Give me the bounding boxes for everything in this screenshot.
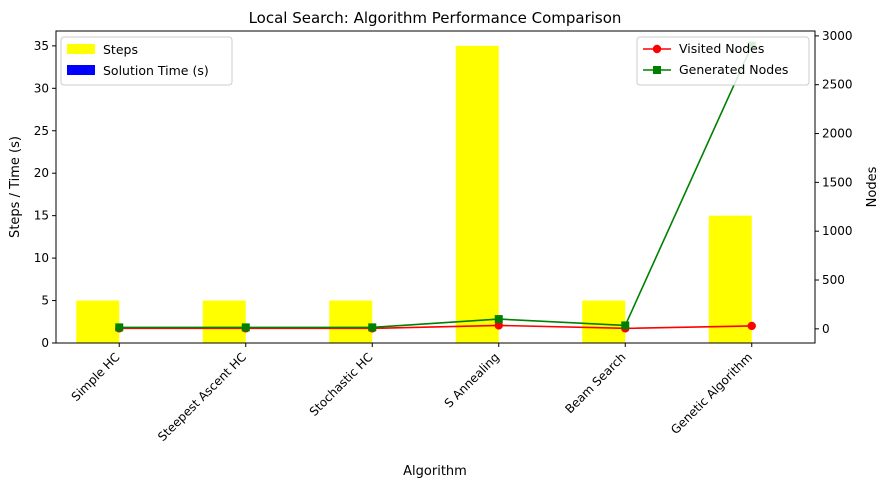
x-tick-label: Beam Search [562,350,628,416]
chart-title: Local Search: Algorithm Performance Comp… [249,9,622,27]
point-visited-nodes-5 [747,321,756,331]
y-tick-label-right: 2500 [822,78,853,92]
y-tick-label-left: 20 [34,166,49,180]
y-tick-label-left: 15 [34,209,49,223]
x-tick-label: Steepest Ascent HC [155,350,249,444]
legend-label: Solution Time (s) [103,63,209,78]
x-tick-label: Genetic Algorithm [668,350,755,437]
bar-steps-2 [329,300,373,343]
legend-right-box [636,36,810,86]
point-generated-nodes-3 [494,315,503,324]
y-tick-label-right: 3000 [822,29,853,43]
y-tick-label-left: 30 [34,81,49,95]
point-generated-nodes-1 [241,323,250,332]
y-tick-label-right: 1000 [822,224,853,238]
y-tick-label-left: 0 [41,336,49,350]
legend-label: Visited Nodes [679,41,764,56]
legend-swatch-1 [67,65,95,75]
point-generated-nodes-4 [621,321,630,330]
y-axis-label-right: Nodes [865,166,880,207]
legend-marker-0 [652,44,662,54]
point-visited-nodes-3 [494,321,503,330]
bar-steps-0 [76,300,120,343]
y-tick-label-left: 35 [34,39,49,53]
legend-right: Visited Nodes Generated Nodes [636,36,810,86]
bar-steps-1 [202,300,246,343]
bars-layer [76,45,795,343]
legend-left: Steps Solution Time (s) [60,36,233,86]
y-axis-label-left: Steps / Time (s) [8,136,23,238]
y-tick-label-left: 5 [41,294,49,308]
x-tick-label: S Annealing [442,350,502,410]
bar-steps-3 [455,45,499,343]
y-tick-label-right: 0 [822,322,830,336]
y-tick-label-right: 1500 [822,175,853,189]
y-tick-label-left: 25 [34,124,49,138]
y-tick-label-right: 500 [822,273,845,287]
legend-swatch-0 [67,44,95,54]
line-generated-nodes [119,45,753,329]
y-tick-label-right: 2000 [822,127,853,141]
legend-label: Steps [103,42,138,57]
plot-frame [55,30,816,344]
legend-label: Generated Nodes [679,62,788,77]
x-axis-label: Algorithm [403,464,467,479]
bar-steps-4 [582,300,626,343]
x-tick-label: Simple HC [69,350,123,404]
line-visited-nodes [119,324,752,330]
bar-steps-5 [708,215,752,343]
point-generated-nodes-2 [368,323,377,332]
legend-left-box [60,36,233,86]
lines-layer [115,41,756,333]
y-tick-label-left: 10 [34,251,49,265]
legend-marker-1 [653,66,661,74]
point-generated-nodes-0 [115,323,124,332]
x-tick-label: Stochastic HC [307,350,376,419]
